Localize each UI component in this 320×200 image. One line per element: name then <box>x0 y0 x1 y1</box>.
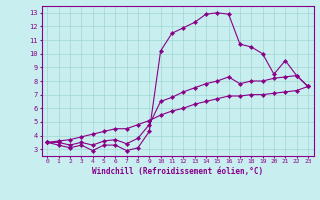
X-axis label: Windchill (Refroidissement éolien,°C): Windchill (Refroidissement éolien,°C) <box>92 167 263 176</box>
